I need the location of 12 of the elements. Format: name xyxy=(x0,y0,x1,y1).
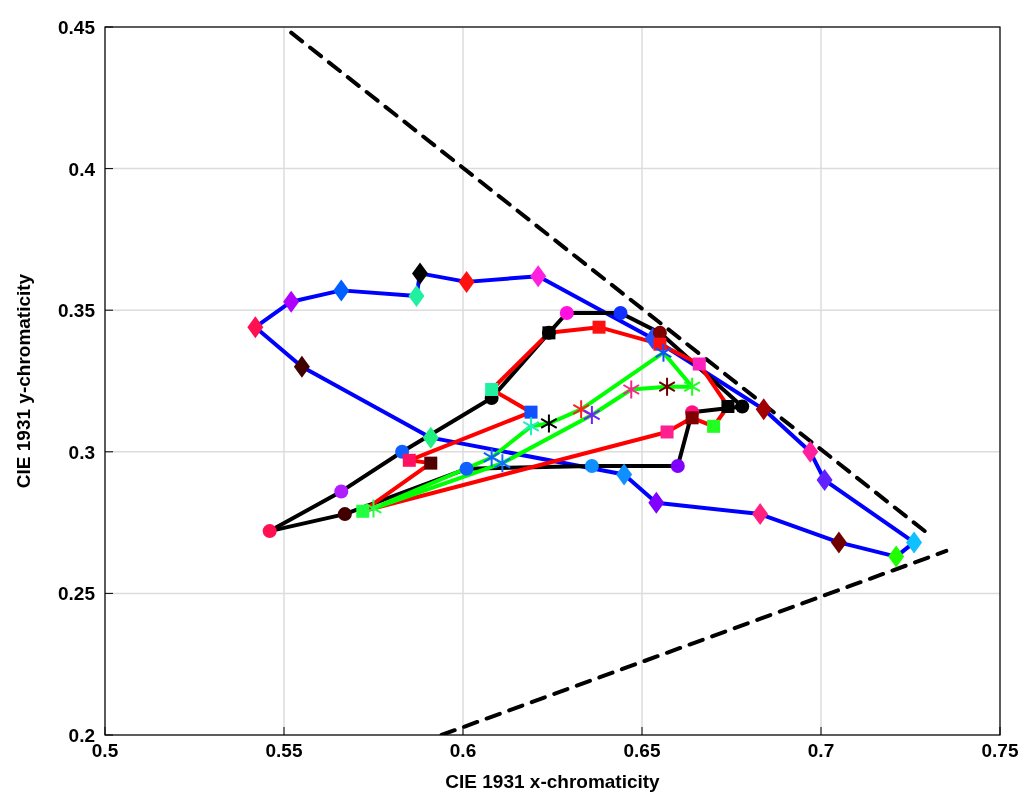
y-tick-label: 0.45 xyxy=(58,17,96,38)
x-tick-label: 0.6 xyxy=(449,740,477,761)
y-tick-label: 0.3 xyxy=(68,441,95,463)
x-tick-label: 0.55 xyxy=(265,740,303,761)
y-tick-label: 0.25 xyxy=(58,583,96,605)
x-tick-label: 0.75 xyxy=(981,740,1019,761)
x-tick-label: 0.65 xyxy=(623,740,661,761)
x-axis-title: CIE 1931 x-chromaticity xyxy=(445,771,661,792)
y-tick-label: 0.35 xyxy=(58,300,96,322)
y-axis-title: CIE 1931 y-chromaticity xyxy=(13,273,34,489)
x-tick-label: 0.7 xyxy=(807,740,835,761)
y-tick-label: 0.4 xyxy=(68,158,96,180)
